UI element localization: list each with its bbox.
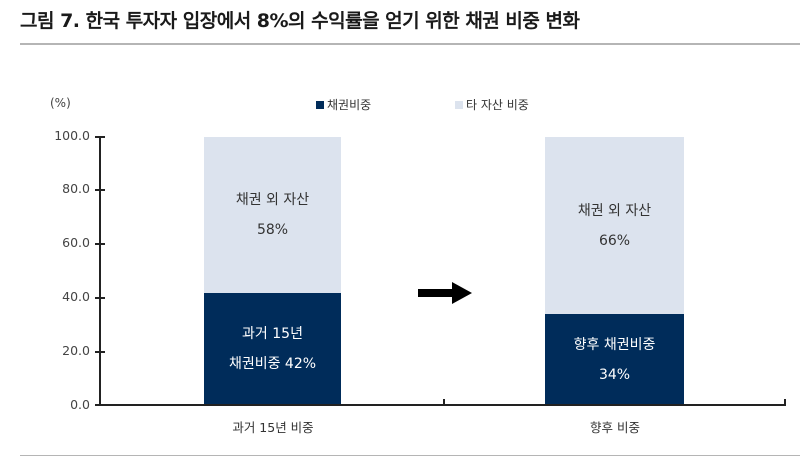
bar-past-15y: 채권 외 자산 58% 과거 15년 채권비중 42% <box>204 137 341 405</box>
segment-value: 채권비중 42% <box>228 356 317 372</box>
y-tick <box>95 351 105 353</box>
legend-swatch-bond <box>316 100 324 109</box>
y-tick <box>95 136 105 138</box>
page-title: 그림 7. 한국 투자자 입장에서 8%의 수익률을 얻기 위한 채권 비중 변… <box>20 10 580 32</box>
segment-value: 34% <box>598 366 631 383</box>
y-tick <box>95 243 105 245</box>
x-tick <box>784 399 786 405</box>
right-arrow-icon <box>418 282 472 304</box>
y-tick-label: 100.0 <box>54 128 90 143</box>
y-axis <box>99 136 101 406</box>
segment-label: 채권 외 자산 <box>577 202 652 219</box>
y-tick-label: 40.0 <box>62 289 90 304</box>
x-category-label: 향후 비중 <box>590 420 640 435</box>
bar-segment-other-assets: 채권 외 자산 58% <box>204 137 341 293</box>
y-tick <box>95 297 105 299</box>
segment-label: 향후 채권비중 <box>573 336 656 353</box>
segment-label: 채권 외 자산 <box>235 192 310 208</box>
legend-swatch-other <box>455 100 463 109</box>
legend-item-other: 타 자산 비중 <box>455 96 529 113</box>
bottom-divider <box>20 455 800 456</box>
bar-segment-bond: 향후 채권비중 34% <box>545 314 684 405</box>
y-tick-label: 20.0 <box>62 343 90 358</box>
legend-item-bond: 채권비중 <box>316 96 371 113</box>
y-tick-label: 80.0 <box>62 181 90 196</box>
segment-value: 66% <box>598 232 631 249</box>
x-tick <box>443 399 445 405</box>
legend-label-bond: 채권비중 <box>327 98 372 112</box>
segment-value: 58% <box>256 222 289 238</box>
x-category-label: 과거 15년 비중 <box>232 420 314 435</box>
title-divider <box>20 43 800 45</box>
y-tick <box>95 189 105 191</box>
y-tick-label: 0.0 <box>70 397 90 412</box>
legend-label-other: 타 자산 비중 <box>466 98 529 112</box>
bar-segment-bond: 과거 15년 채권비중 42% <box>204 293 341 405</box>
segment-label: 과거 15년 <box>242 326 303 342</box>
x-axis <box>95 404 786 406</box>
y-axis-unit-label: (%) <box>50 96 71 110</box>
bar-segment-other-assets: 채권 외 자산 66% <box>545 137 684 314</box>
bar-future: 채권 외 자산 66% 향후 채권비중 34% <box>545 137 684 405</box>
y-tick-label: 60.0 <box>62 235 90 250</box>
